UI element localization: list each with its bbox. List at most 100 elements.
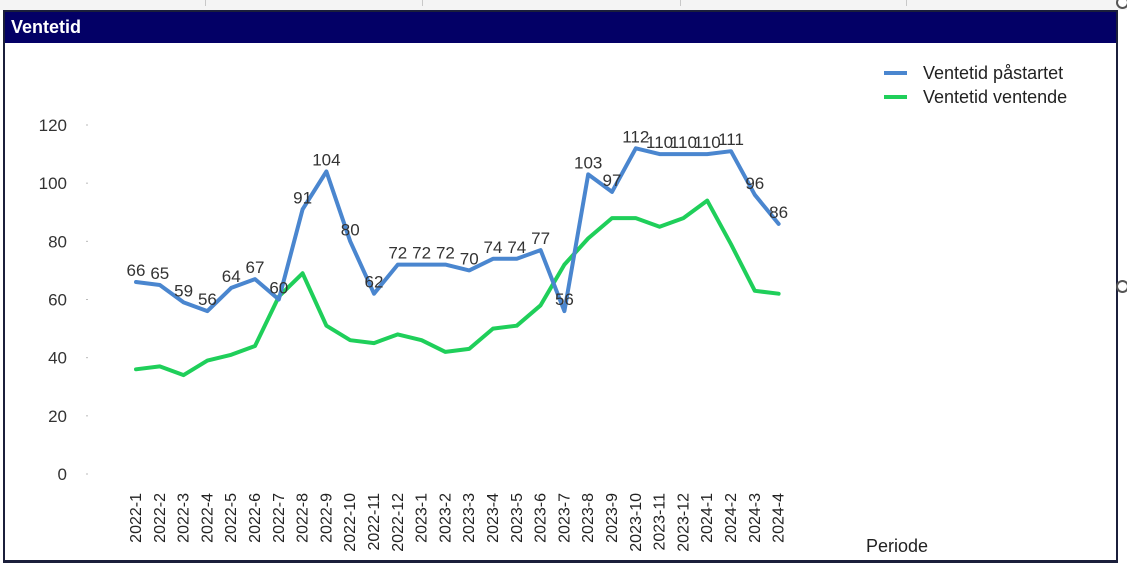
x-tick-label: 2022-9 xyxy=(318,493,335,543)
data-label: 72 xyxy=(436,244,455,263)
data-label: 74 xyxy=(484,238,503,257)
data-point xyxy=(610,190,614,194)
data-point xyxy=(182,373,186,377)
x-tick-label: 2024-2 xyxy=(723,493,740,543)
data-point xyxy=(348,239,352,243)
data-point xyxy=(634,146,638,150)
x-tick-label: 2023-6 xyxy=(533,493,550,543)
strip-tick xyxy=(422,0,423,6)
data-label: 97 xyxy=(603,171,622,190)
x-tick-label: 2022-1 xyxy=(128,493,145,543)
x-tick-label: 2022-10 xyxy=(342,493,359,552)
x-tick-label: 2023-10 xyxy=(628,493,645,552)
data-point xyxy=(753,193,757,197)
data-label: 64 xyxy=(222,267,241,286)
legend: Ventetid påstartet Ventetid ventende xyxy=(884,63,1067,107)
data-label: 86 xyxy=(769,203,788,222)
data-point xyxy=(634,216,638,220)
strip-tick xyxy=(680,0,681,6)
data-point xyxy=(253,344,257,348)
x-axis-title: Periode xyxy=(866,536,928,556)
data-point xyxy=(681,152,686,156)
data-point xyxy=(562,309,567,313)
data-label: 62 xyxy=(365,273,384,292)
data-point xyxy=(562,263,567,267)
data-point xyxy=(205,309,209,313)
x-tick-label: 2022-6 xyxy=(247,493,264,543)
data-label: 56 xyxy=(555,290,574,309)
data-label: 60 xyxy=(269,279,288,298)
data-point xyxy=(586,172,590,177)
data-point xyxy=(539,303,543,307)
data-point xyxy=(610,216,614,220)
title-bar: Ventetid xyxy=(5,12,1116,43)
data-point xyxy=(158,283,162,287)
data-point xyxy=(729,242,733,246)
data-point xyxy=(158,364,162,368)
y-tick-label: 20 xyxy=(48,407,67,426)
data-point xyxy=(205,358,209,363)
data-point xyxy=(253,277,257,281)
y-tick-label: 0 xyxy=(58,465,67,484)
x-tick-label: 2022-4 xyxy=(199,493,216,543)
data-label: 67 xyxy=(246,258,265,277)
data-point xyxy=(777,222,781,226)
data-point xyxy=(324,324,328,328)
data-label: 77 xyxy=(531,229,550,248)
data-point xyxy=(229,353,233,357)
data-point xyxy=(443,263,447,267)
data-label: 104 xyxy=(312,151,340,170)
data-point xyxy=(515,257,519,261)
y-axis: 0 20 40 60 80 100 120 xyxy=(39,116,88,484)
data-point xyxy=(777,292,781,296)
data-point xyxy=(681,216,686,220)
data-label: 72 xyxy=(412,244,431,263)
top-strip xyxy=(0,0,1127,10)
data-point xyxy=(420,263,424,267)
x-tick-label: 2022-12 xyxy=(390,493,407,552)
data-point xyxy=(182,300,186,305)
data-point xyxy=(134,367,138,371)
data-label: 110 xyxy=(670,133,697,152)
x-tick-label: 2022-8 xyxy=(295,493,312,543)
data-label: 110 xyxy=(646,133,673,152)
panel-title: Ventetid xyxy=(11,17,82,37)
data-label: 65 xyxy=(150,264,169,283)
data-label: 110 xyxy=(694,133,721,152)
data-label: 91 xyxy=(293,188,312,207)
y-tick-label: 80 xyxy=(48,232,67,251)
data-label: 59 xyxy=(174,281,193,300)
x-tick-label: 2022-7 xyxy=(271,493,288,543)
data-point xyxy=(491,257,495,261)
data-label: 56 xyxy=(198,290,217,309)
data-point xyxy=(658,225,662,229)
data-point xyxy=(348,338,352,342)
data-point xyxy=(396,263,400,267)
resize-handle-top-right[interactable] xyxy=(1116,0,1127,9)
x-tick-label: 2023-7 xyxy=(556,493,573,543)
data-point xyxy=(396,332,400,336)
data-label: 70 xyxy=(460,249,479,268)
data-point xyxy=(467,268,471,273)
x-tick-label: 2022-11 xyxy=(366,493,383,551)
data-point xyxy=(491,326,495,331)
x-tick-label: 2023-5 xyxy=(509,493,526,543)
x-tick-label: 2023-11 xyxy=(652,493,669,551)
x-tick-label: 2024-1 xyxy=(699,493,716,543)
data-point xyxy=(586,236,590,241)
y-tick-label: 120 xyxy=(39,116,67,135)
resize-handle-right[interactable] xyxy=(1116,280,1127,293)
data-point xyxy=(467,347,471,351)
data-point xyxy=(420,338,424,342)
data-point xyxy=(705,199,709,203)
data-point xyxy=(658,152,662,156)
series-line-ventende xyxy=(134,198,781,378)
data-point xyxy=(729,149,733,153)
x-tick-label: 2022-5 xyxy=(223,493,240,543)
data-point xyxy=(443,350,447,354)
data-point xyxy=(705,152,709,156)
data-point xyxy=(277,297,281,302)
x-tick-label: 2023-9 xyxy=(604,493,621,543)
